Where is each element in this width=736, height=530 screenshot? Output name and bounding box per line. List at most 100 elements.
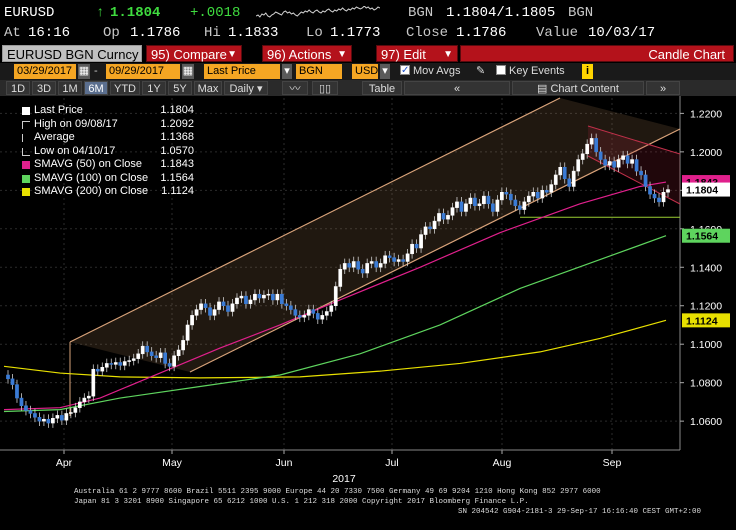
candle <box>6 370 10 384</box>
candle <box>136 349 141 364</box>
candle <box>127 355 132 367</box>
candle <box>464 198 468 217</box>
range-1y[interactable]: 1Y <box>142 81 166 95</box>
range-max[interactable]: Max <box>194 81 222 95</box>
candle <box>226 300 230 317</box>
candle-chart-icon[interactable]: ▯▯ <box>312 81 338 95</box>
actions-menu[interactable]: 96) Actions ▼ <box>262 45 352 62</box>
dropdown-arrow-icon[interactable]: ▾ <box>282 64 292 79</box>
dropdown-arrow-icon: ▾ <box>256 83 263 95</box>
candle <box>544 185 549 198</box>
candle <box>378 258 383 273</box>
candle-body <box>477 203 482 206</box>
candle <box>113 357 118 370</box>
candle-body <box>504 192 509 195</box>
candle <box>446 210 450 224</box>
legend-average: Average 1.1368 <box>20 131 200 145</box>
candle-body <box>639 170 643 176</box>
candle-chart[interactable]: 1.22001.20001.18001.16001.14001.12001.10… <box>0 96 736 486</box>
candle <box>513 195 518 211</box>
edit-menu[interactable]: 97) Edit ▼ <box>376 45 458 62</box>
source-input[interactable]: BGN <box>296 64 342 79</box>
start-date-input[interactable]: 03/29/2017 <box>14 64 76 79</box>
candle-body <box>652 193 657 199</box>
candle <box>585 139 590 159</box>
open-value: 1.1786 <box>130 25 181 41</box>
candle-body <box>517 205 522 210</box>
compare-menu[interactable]: 95) Compare ▼ <box>146 45 242 62</box>
candle <box>28 405 33 419</box>
expand-button[interactable]: » <box>646 81 680 95</box>
candle-body <box>172 355 176 367</box>
pencil-icon[interactable]: ✎ <box>476 65 486 77</box>
range-3d[interactable]: 3D <box>32 81 56 95</box>
candle <box>491 198 495 217</box>
candle <box>140 341 145 359</box>
range-1d[interactable]: 1D <box>6 81 30 95</box>
end-date-input[interactable]: 09/29/2017 <box>106 64 180 79</box>
candle <box>176 345 181 361</box>
key-events-toggle[interactable]: Key Events <box>496 64 565 79</box>
dropdown-arrow-icon[interactable]: ▾ <box>380 64 390 79</box>
mov-avgs-toggle[interactable]: Mov Avgs <box>400 63 461 79</box>
range-6m[interactable]: 6M <box>84 81 108 95</box>
candle-body <box>419 234 423 249</box>
y-tick-label: 1.2000 <box>690 147 722 159</box>
legend-label: SMAVG (50) on Close <box>34 158 143 170</box>
candle <box>235 293 239 309</box>
range-5y[interactable]: 5Y <box>168 81 192 95</box>
legend-swatch <box>22 174 30 183</box>
compare-label: 95) Compare <box>151 47 227 62</box>
value-date-label: Value <box>536 25 579 41</box>
candle <box>356 256 361 274</box>
field-select[interactable]: Last Price <box>204 64 280 79</box>
price-label-box <box>682 182 730 197</box>
range-ytd[interactable]: YTD <box>110 81 140 95</box>
y-tick-label: 1.1400 <box>690 262 722 274</box>
footer-copyright: Japan 81 3 3201 8900 Singapore 65 6212 1… <box>74 498 529 506</box>
line-chart-icon[interactable]: 〰 <box>282 81 308 95</box>
candle <box>643 170 648 192</box>
candle-body <box>235 297 239 305</box>
candle-body <box>154 355 159 358</box>
candle <box>333 281 338 311</box>
candle <box>100 362 105 376</box>
mov-avgs-checkbox[interactable] <box>400 63 410 78</box>
legend-value: 1.2092 <box>160 117 194 130</box>
candle <box>526 191 531 207</box>
candle <box>517 200 522 215</box>
edit-label: 97) Edit <box>381 47 426 62</box>
candle <box>95 364 100 376</box>
candle <box>540 185 545 203</box>
candle <box>73 402 78 418</box>
up-arrow-icon: ↑ <box>96 5 105 21</box>
currency-input[interactable]: USD <box>352 64 378 79</box>
calendar-icon[interactable]: ▦ <box>182 64 194 79</box>
key-events-checkbox[interactable] <box>496 65 506 75</box>
candle <box>262 290 266 303</box>
security-field[interactable]: EURUSD BGN Curncy <box>2 45 142 62</box>
table-button[interactable]: Table <box>362 81 402 95</box>
candle-body <box>46 418 51 424</box>
candle-body <box>55 415 60 419</box>
candle-body <box>315 313 320 320</box>
range-1m[interactable]: 1M <box>58 81 82 95</box>
last-price: 1.1804 <box>110 5 161 21</box>
candle <box>661 187 666 207</box>
info-icon[interactable]: i <box>582 64 593 79</box>
chart-canvas[interactable]: 1.22001.20001.18001.16001.14001.12001.10… <box>0 96 736 486</box>
chart-content-button[interactable]: ▤ Chart Content <box>512 81 644 95</box>
candle <box>360 264 365 278</box>
candle <box>607 156 612 171</box>
collapse-button[interactable]: « <box>404 81 510 95</box>
calendar-icon[interactable]: ▦ <box>78 64 90 79</box>
candle-body <box>634 159 639 172</box>
frequency-select[interactable]: Daily ▾ <box>224 81 268 95</box>
candle-body <box>37 417 42 422</box>
frequency-label: Daily <box>229 83 254 95</box>
ticker-symbol[interactable]: EURUSD <box>4 5 55 21</box>
candle <box>419 229 423 253</box>
candle <box>338 264 343 292</box>
candle <box>648 181 652 199</box>
legend-label: Average <box>34 131 75 143</box>
